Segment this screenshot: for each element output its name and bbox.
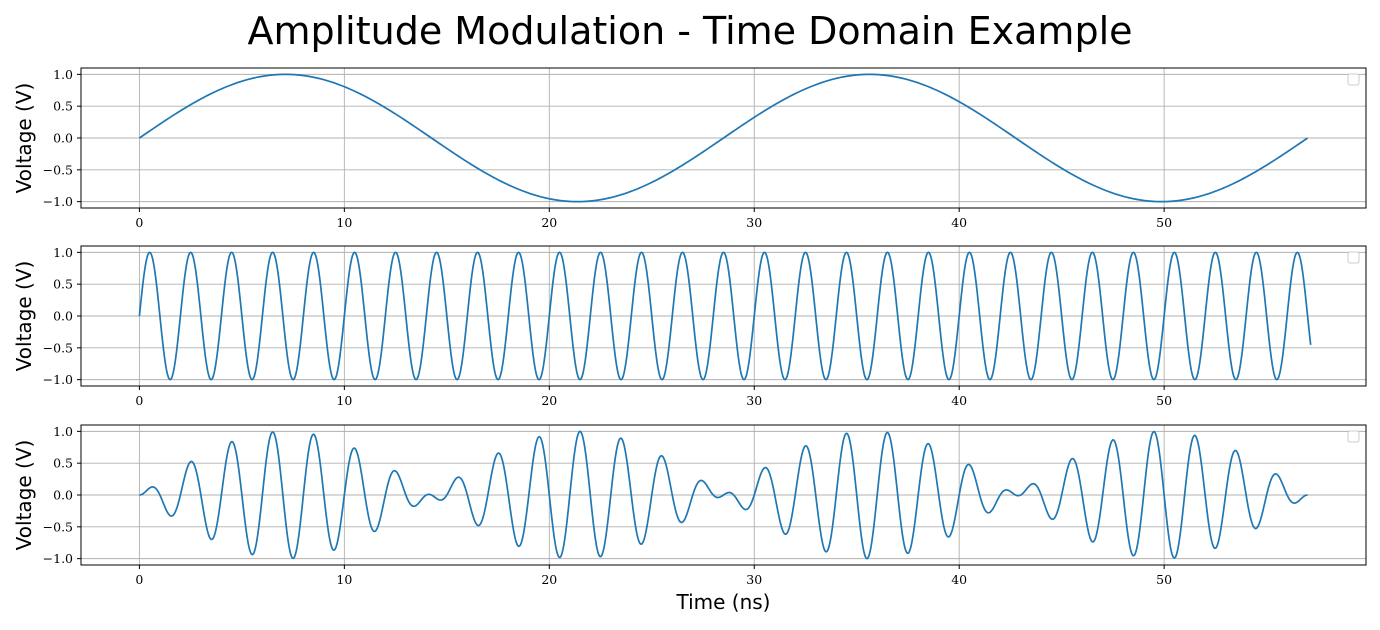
series-line [138,251,1312,381]
series-line [139,430,1308,560]
y-tick-label: −1.0 [43,372,73,387]
y-tick-label: 1.0 [53,424,73,439]
y-tick-label: −0.5 [43,519,73,534]
legend-box [1347,73,1360,86]
y-tick-label: 1.0 [53,67,73,82]
x-tick-label: 20 [541,215,557,230]
x-tick-label: 30 [746,572,762,587]
x-tick-label: 10 [336,572,352,587]
legend-box [1347,251,1360,264]
grid [81,425,1366,565]
series-line [138,73,1309,203]
y-tick-label: 0.0 [53,488,73,503]
x-tick-label: 30 [746,215,762,230]
y-tick-label: −0.5 [43,162,73,177]
x-tick-label: 0 [135,572,143,587]
x-tick-label: 40 [951,393,967,408]
x-tick-label: 50 [1156,393,1172,408]
x-tick-label: 50 [1156,215,1172,230]
y-tick-label: 1.0 [53,245,73,260]
legend-box [1347,430,1360,443]
axes-top: 0 10 20 30 40 50 −1.0 −0.5 0.0 0.5 1.0 Voltage (V) [12,67,1367,230]
x-axis-label: Time (ns) [675,590,770,614]
axes-bottom: 0 10 20 30 40 50 −1.0 −0.5 0.0 0.5 1.0 Voltage (V) T… [12,424,1367,614]
x-tick-label: 10 [336,393,352,408]
x-tick-label: 40 [951,572,967,587]
x-tick-label: 10 [336,215,352,230]
y-tick-label: −0.5 [43,340,73,355]
y-axis-label: Voltage (V) [12,261,36,372]
y-tick-label: −1.0 [43,551,73,566]
y-tick-label: 0.5 [53,99,73,114]
axes-middle: 0 10 20 30 40 50 −1.0 −0.5 0.0 0.5 1.0 Voltage (V) [12,245,1367,408]
x-tick-label: 20 [541,572,557,587]
x-tick-label: 40 [951,215,967,230]
x-tick-label: 50 [1156,572,1172,587]
y-tick-label: −1.0 [43,194,73,209]
x-tick-label: 30 [746,393,762,408]
y-axis-label: Voltage (V) [12,440,36,551]
grid [81,246,1366,386]
x-tick-label: 20 [541,393,557,408]
y-tick-label: 0.5 [53,277,73,292]
x-tick-label: 0 [135,215,143,230]
figure-title: Amplitude Modulation - Time Domain Examp… [247,9,1132,53]
y-axis-label: Voltage (V) [12,83,36,194]
y-tick-label: 0.5 [53,456,73,471]
y-tick-label: 0.0 [53,131,73,146]
y-tick-label: 0.0 [53,309,73,324]
x-tick-label: 0 [135,393,143,408]
